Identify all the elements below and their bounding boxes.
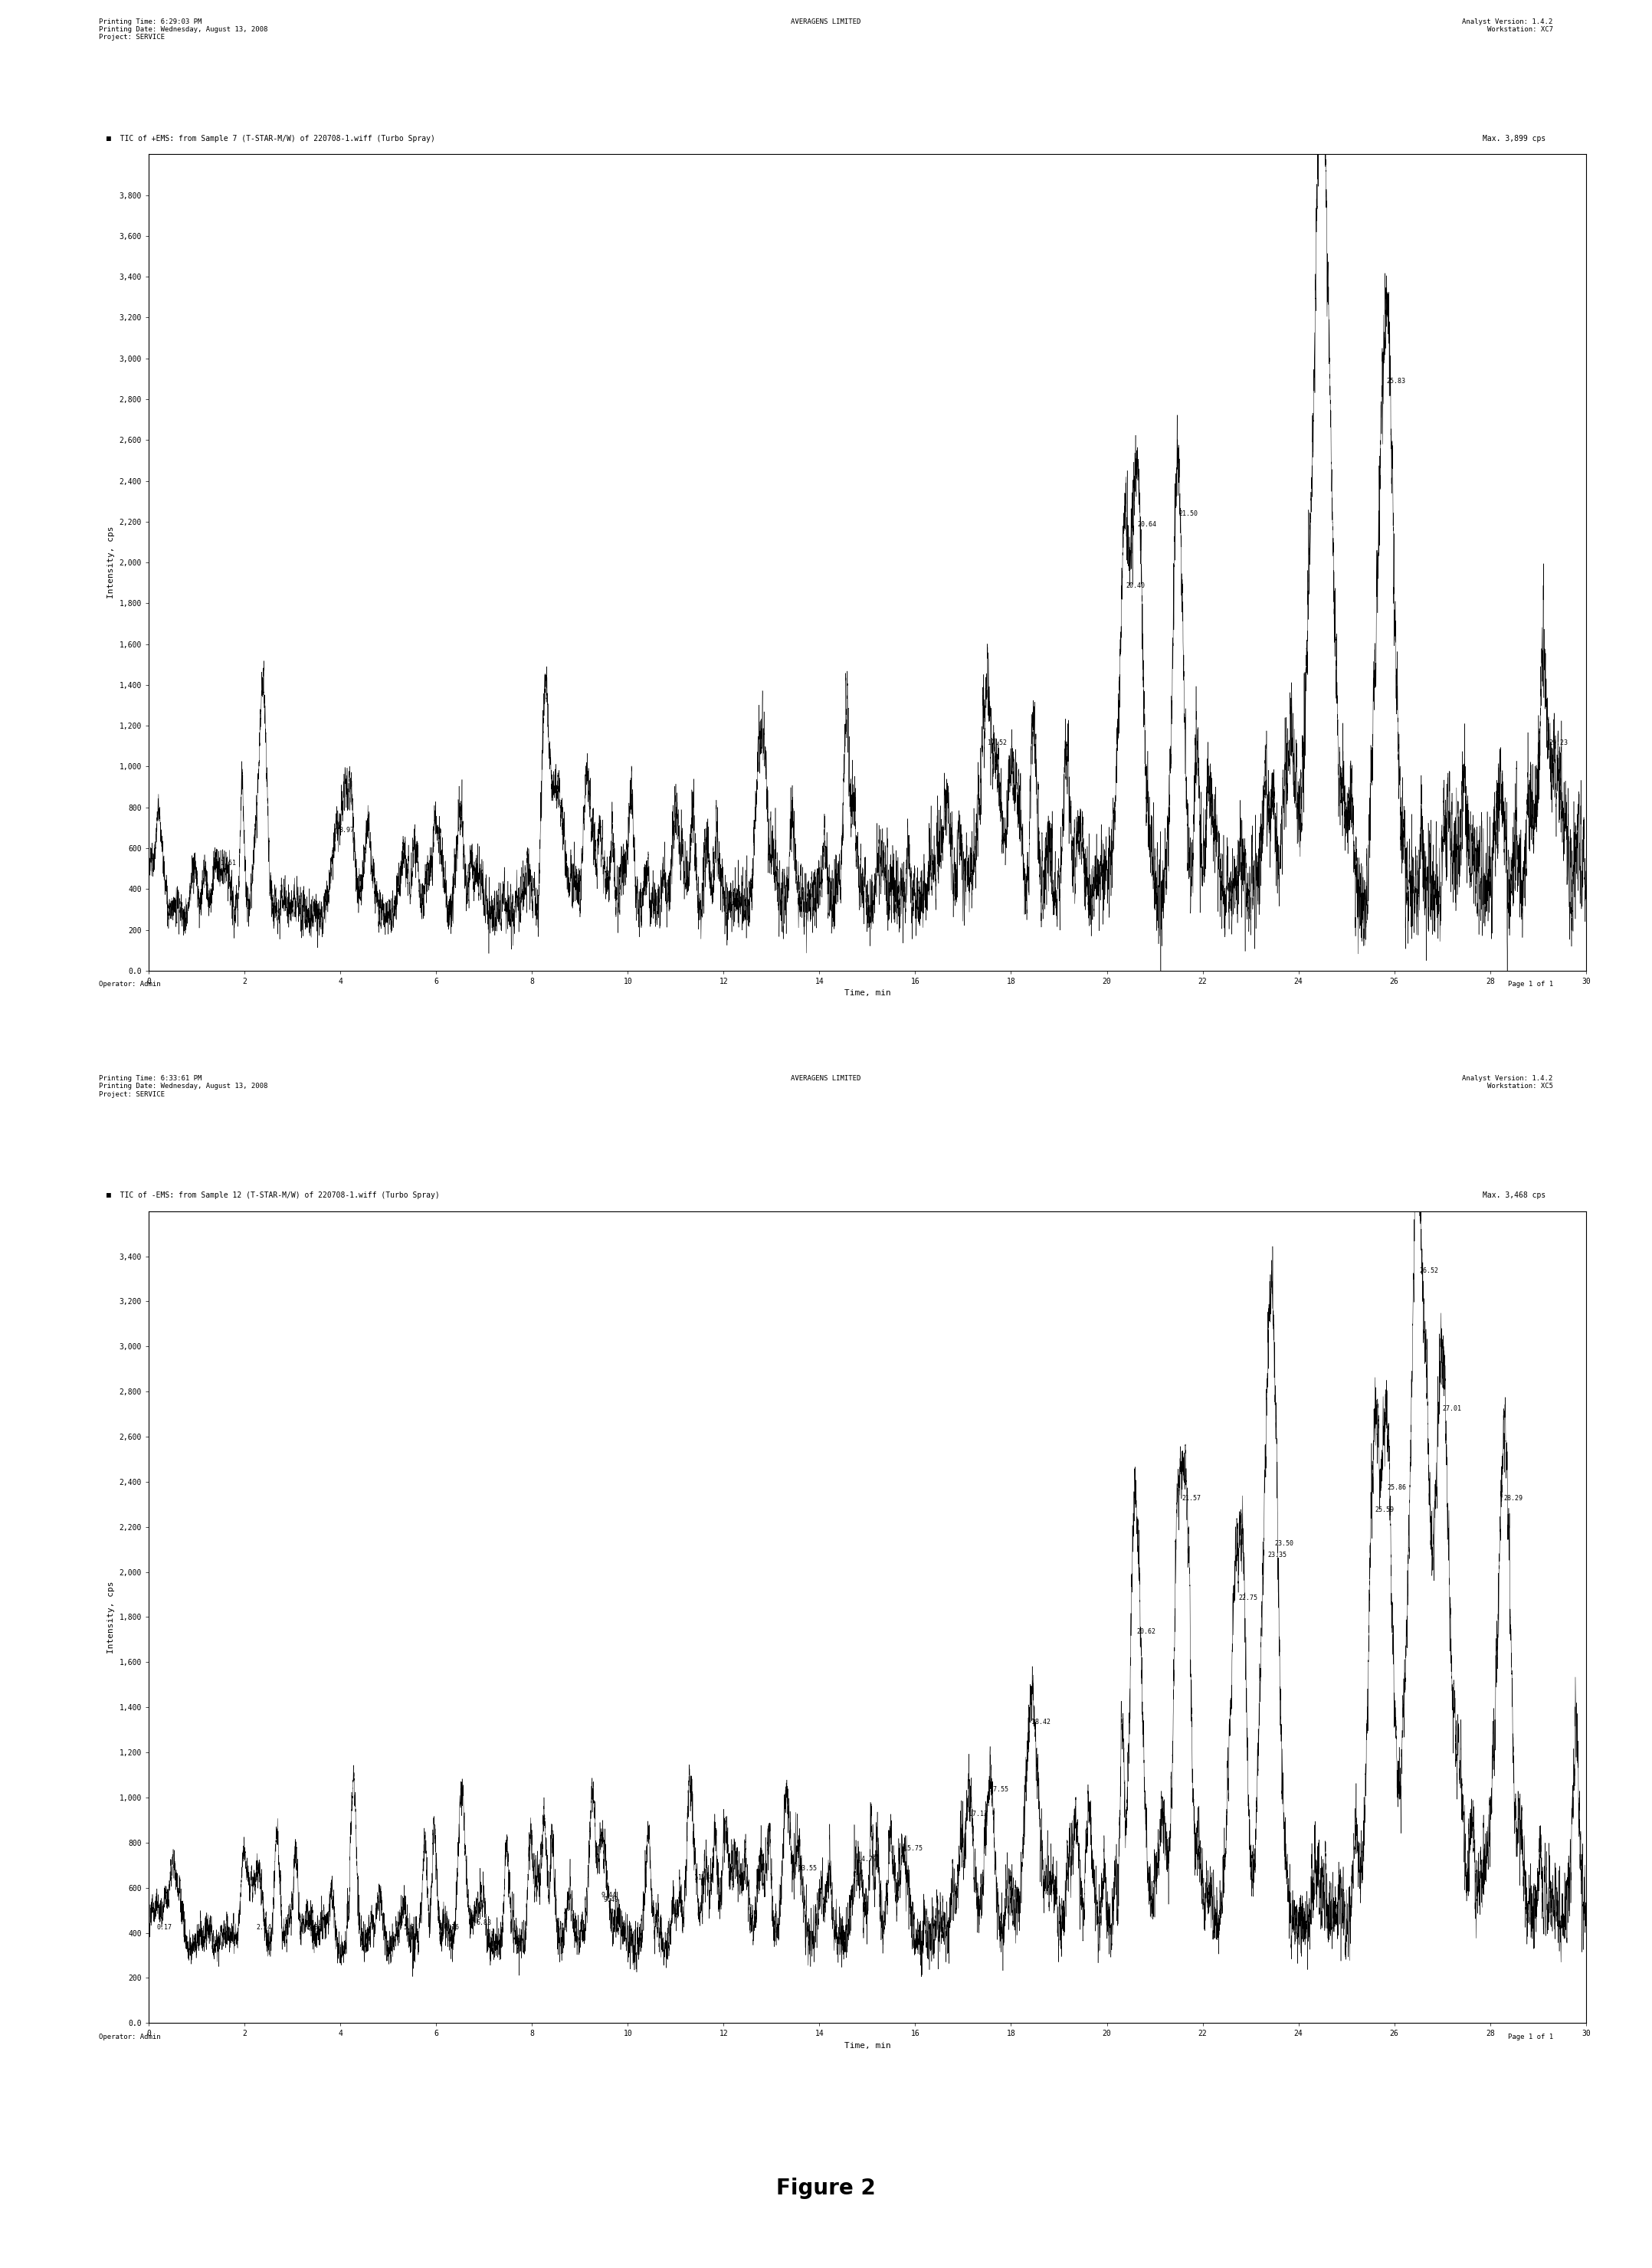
Text: 3.97: 3.97: [339, 828, 354, 835]
Text: Printing Time: 6:29:03 PM
Printing Date: Wednesday, August 13, 2008
Project: SER: Printing Time: 6:29:03 PM Printing Date:…: [99, 18, 268, 41]
Y-axis label: Intensity, cps: Intensity, cps: [107, 1581, 116, 1653]
Text: Analyst Version: 1.4.2
Workstation: XC7: Analyst Version: 1.4.2 Workstation: XC7: [1462, 18, 1553, 34]
Text: 9.44: 9.44: [601, 1892, 616, 1898]
Text: 15.75: 15.75: [904, 1844, 922, 1851]
Text: 3.30: 3.30: [307, 1923, 322, 1930]
Text: 23.50: 23.50: [1275, 1540, 1294, 1547]
Text: 17.55: 17.55: [990, 1787, 1009, 1794]
Text: 27.01: 27.01: [1442, 1404, 1462, 1413]
Text: 26.52: 26.52: [1419, 1268, 1439, 1275]
Text: 23.35: 23.35: [1267, 1551, 1287, 1558]
Text: 6.16: 6.16: [444, 1923, 459, 1930]
Text: ■  TIC of -EMS: from Sample 12 (T-STAR-M/W) of 220708-1.wiff (Turbo Spray): ■ TIC of -EMS: from Sample 12 (T-STAR-M/…: [106, 1191, 439, 1200]
Text: 20.40: 20.40: [1127, 583, 1145, 590]
Text: Figure 2: Figure 2: [776, 2177, 876, 2200]
Text: Max. 3,468 cps: Max. 3,468 cps: [1482, 1191, 1546, 1200]
Text: 28.29: 28.29: [1503, 1495, 1523, 1501]
Text: Analyst Version: 1.4.2
Workstation: XC5: Analyst Version: 1.4.2 Workstation: XC5: [1462, 1075, 1553, 1091]
Text: Printing Time: 6:33:61 PM
Printing Date: Wednesday, August 13, 2008
Project: SER: Printing Time: 6:33:61 PM Printing Date:…: [99, 1075, 268, 1098]
Text: 22.75: 22.75: [1239, 1594, 1257, 1601]
Text: 21.50: 21.50: [1178, 510, 1198, 517]
Text: 20.64: 20.64: [1138, 522, 1156, 528]
Text: 13.55: 13.55: [798, 1864, 818, 1871]
Text: Page 1 of 1: Page 1 of 1: [1508, 980, 1553, 989]
Text: Operator: Admin: Operator: Admin: [99, 2032, 160, 2041]
X-axis label: Time, min: Time, min: [844, 2041, 890, 2050]
Text: 18.42: 18.42: [1031, 1719, 1051, 1726]
Text: 25.83: 25.83: [1386, 379, 1406, 386]
Text: 20.62: 20.62: [1137, 1628, 1156, 1635]
Text: 0.17: 0.17: [157, 1923, 172, 1930]
Y-axis label: Intensity, cps: Intensity, cps: [107, 526, 116, 599]
Text: Max. 3,899 cps: Max. 3,899 cps: [1482, 134, 1546, 143]
Text: 9.49: 9.49: [603, 1896, 618, 1903]
Text: 5.31: 5.31: [403, 1923, 418, 1930]
Text: 2.24: 2.24: [256, 1923, 271, 1930]
X-axis label: Time, min: Time, min: [844, 989, 890, 998]
Text: 6.83: 6.83: [476, 1919, 491, 1926]
Text: 29.23: 29.23: [1550, 739, 1568, 746]
Text: 17.52: 17.52: [988, 739, 1008, 746]
Text: Operator: Admin: Operator: Admin: [99, 980, 160, 989]
Text: 25.59: 25.59: [1374, 1506, 1394, 1513]
Text: ■  TIC of +EMS: from Sample 7 (T-STAR-M/W) of 220708-1.wiff (Turbo Spray): ■ TIC of +EMS: from Sample 7 (T-STAR-M/W…: [106, 134, 434, 143]
Text: 21.57: 21.57: [1183, 1495, 1201, 1501]
Text: 14.79: 14.79: [857, 1855, 877, 1862]
Text: AVERAGENS LIMITED: AVERAGENS LIMITED: [791, 1075, 861, 1082]
Text: Page 1 of 1: Page 1 of 1: [1508, 2032, 1553, 2041]
Text: AVERAGENS LIMITED: AVERAGENS LIMITED: [791, 18, 861, 25]
Text: 11.38: 11.38: [694, 1873, 714, 1880]
Text: 1.51: 1.51: [221, 860, 236, 866]
Text: 25.86: 25.86: [1388, 1483, 1408, 1490]
Text: 17.12: 17.12: [968, 1810, 988, 1819]
